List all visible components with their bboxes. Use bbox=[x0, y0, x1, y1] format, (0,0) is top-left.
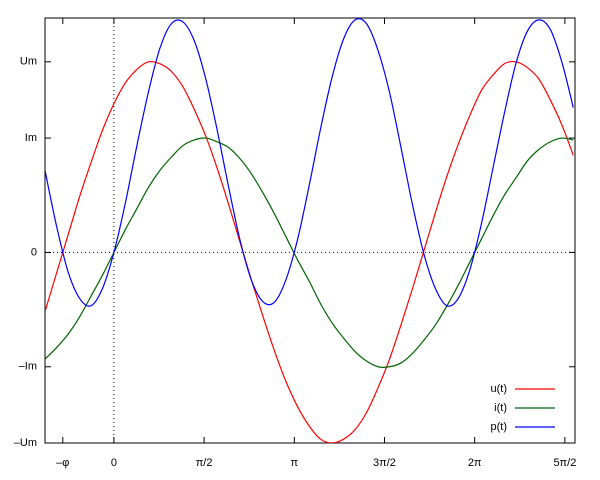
legend-label: i(t) bbox=[494, 402, 507, 414]
legend-label: u(t) bbox=[491, 383, 508, 395]
x-tick-label: π/2 bbox=[196, 457, 213, 469]
y-tick-label: Um bbox=[20, 56, 37, 68]
x-tick-label: 5π/2 bbox=[553, 457, 576, 469]
x-tick-label: 3π/2 bbox=[373, 457, 396, 469]
series-line bbox=[45, 60, 574, 443]
x-tick-label: π bbox=[291, 457, 299, 469]
x-tick-label: 2π bbox=[468, 457, 482, 469]
x-tick-label: 0 bbox=[111, 457, 117, 469]
legend-label: p(t) bbox=[491, 421, 508, 433]
y-tick-label: 0 bbox=[31, 246, 37, 258]
y-tick-label: Im bbox=[25, 132, 37, 144]
x-tick-label: –φ bbox=[56, 457, 69, 469]
plot-lines bbox=[45, 18, 574, 443]
plot-frame bbox=[44, 17, 576, 444]
y-tick-label: –Um bbox=[14, 437, 37, 449]
y-tick-label: –Im bbox=[19, 361, 37, 373]
series-line bbox=[45, 137, 574, 368]
series-line bbox=[45, 18, 574, 307]
